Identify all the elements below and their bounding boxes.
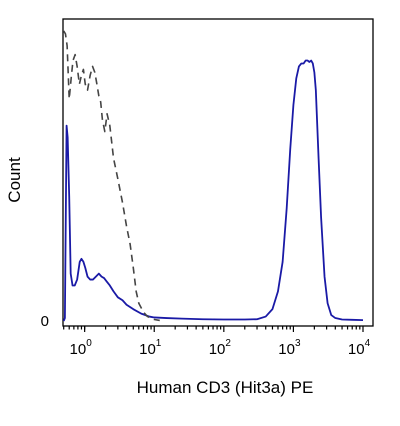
dashed-series-line — [63, 30, 160, 322]
x-tick-label: 103 — [278, 338, 301, 358]
x-tick-label: 104 — [348, 338, 371, 358]
plot-frame — [62, 18, 374, 327]
x-tick-label: 100 — [70, 338, 93, 358]
x-axis-title: Human CD3 (Hit3a) PE — [137, 378, 314, 397]
x-axis: 100 101 102 103 104 — [63, 326, 371, 358]
y-tick-label: 0 — [41, 313, 49, 330]
y-axis: 0 — [41, 313, 49, 330]
x-tick-label: 102 — [209, 338, 232, 358]
y-axis-title: Count — [5, 157, 24, 203]
x-tick-label: 101 — [139, 338, 162, 358]
series-layer — [62, 30, 364, 322]
solid-series-line — [62, 59, 364, 322]
